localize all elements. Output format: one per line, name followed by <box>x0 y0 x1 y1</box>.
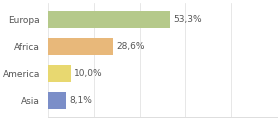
Text: 10,0%: 10,0% <box>74 69 103 78</box>
Text: 53,3%: 53,3% <box>174 15 202 24</box>
Bar <box>48 38 113 55</box>
Text: 8,1%: 8,1% <box>70 96 93 105</box>
Bar <box>48 92 66 109</box>
Bar <box>48 65 71 82</box>
Bar <box>48 11 170 28</box>
Text: 28,6%: 28,6% <box>117 42 145 51</box>
